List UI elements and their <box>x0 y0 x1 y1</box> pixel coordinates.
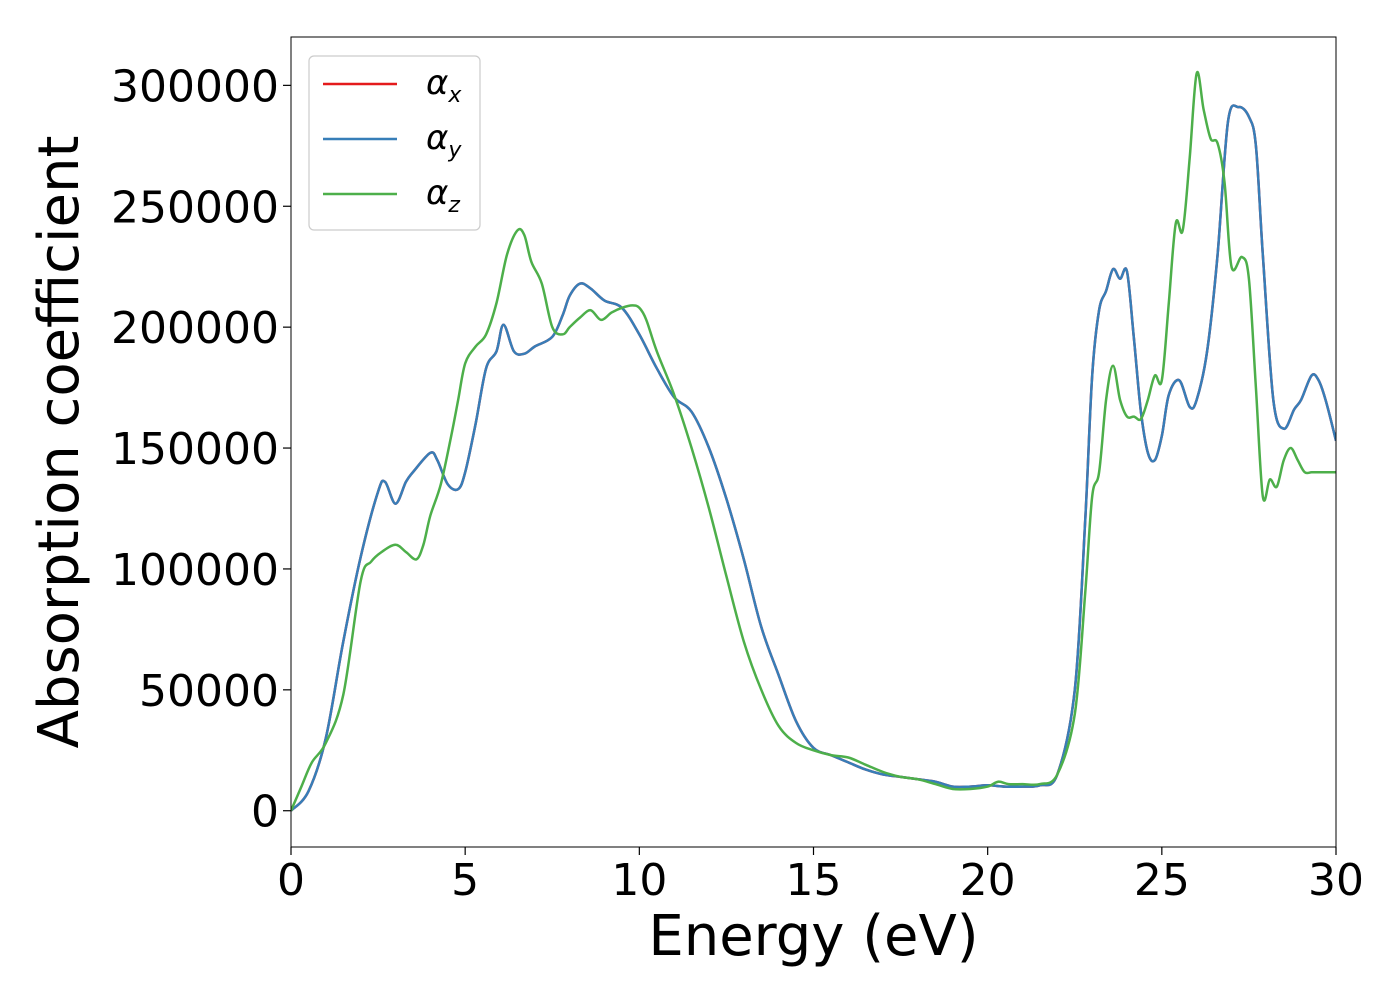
series-line-z <box>291 70 1336 812</box>
y-tick-label: 250000 <box>111 182 279 233</box>
y-tick-label: 200000 <box>111 303 279 354</box>
y-tick-label: 300000 <box>111 61 279 112</box>
x-tick-label: 20 <box>960 855 1016 906</box>
legend-label-x: αx <box>426 63 462 108</box>
y-tick-label: 0 <box>251 787 279 838</box>
x-tick-label: 0 <box>277 855 305 906</box>
y-axis-ticks: 0 50000 100000 150000 200000 250000 300000 <box>111 61 291 838</box>
legend-label-y: αy <box>426 118 462 163</box>
y-axis-title: Absorption coefficient <box>27 136 92 749</box>
y-tick-label: 150000 <box>111 424 279 475</box>
y-tick-label: 50000 <box>139 666 279 717</box>
y-tick-label: 100000 <box>111 545 279 596</box>
x-tick-label: 25 <box>1134 855 1190 906</box>
x-axis-ticks: 0 5 10 15 20 25 30 <box>277 847 1364 906</box>
legend-box <box>308 55 481 231</box>
series-layer <box>291 70 1336 812</box>
x-tick-label: 10 <box>611 855 667 906</box>
x-tick-label: 5 <box>451 855 479 906</box>
x-tick-label: 30 <box>1308 855 1364 906</box>
x-tick-label: 15 <box>786 855 842 906</box>
legend-label-z: αz <box>426 173 460 218</box>
legend: αx αy αz <box>308 55 481 231</box>
x-axis-title: Energy (eV) <box>648 904 978 969</box>
